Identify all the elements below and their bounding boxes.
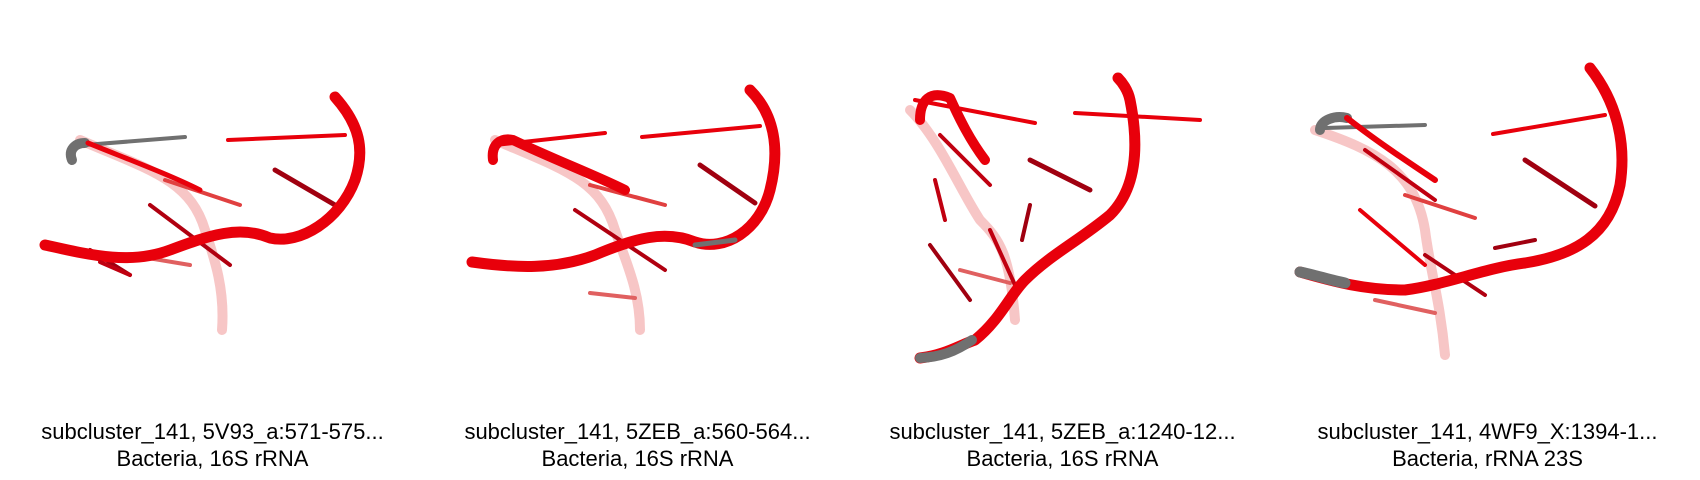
caption-line-2: Bacteria, rRNA 23S	[1392, 446, 1583, 471]
caption-line-1: subcluster_141, 4WF9_X:1394-1...	[1317, 419, 1658, 444]
caption-line-1: subcluster_141, 5ZEB_a:1240-12...	[889, 419, 1236, 444]
caption-line-2: Bacteria, 16S rRNA	[966, 446, 1159, 471]
structure-caption: subcluster_141, 5ZEB_a:560-564... Bacter…	[425, 418, 850, 472]
rna-structure-render	[905, 72, 1202, 364]
caption-line-1: subcluster_141, 5V93_a:571-575...	[41, 419, 384, 444]
structure-panel-1: subcluster_141, 5V93_a:571-575... Bacter…	[0, 0, 425, 480]
structure-panel-4: subcluster_141, 4WF9_X:1394-1... Bacteri…	[1275, 0, 1700, 480]
caption-line-2: Bacteria, 16S rRNA	[541, 446, 734, 471]
structure-caption: subcluster_141, 5ZEB_a:1240-12... Bacter…	[850, 418, 1275, 472]
structure-panel-3: subcluster_141, 5ZEB_a:1240-12... Bacter…	[850, 0, 1275, 480]
rna-structure-render	[1294, 62, 1628, 360]
structure-caption: subcluster_141, 5V93_a:571-575... Bacter…	[0, 418, 425, 472]
caption-line-2: Bacteria, 16S rRNA	[116, 446, 309, 471]
caption-line-1: subcluster_141, 5ZEB_a:560-564...	[464, 419, 811, 444]
structure-caption: subcluster_141, 4WF9_X:1394-1... Bacteri…	[1275, 418, 1700, 472]
rna-structure-render	[39, 91, 366, 335]
structure-panel-2: subcluster_141, 5ZEB_a:560-564... Bacter…	[425, 0, 850, 480]
rna-structure-render	[466, 84, 781, 335]
